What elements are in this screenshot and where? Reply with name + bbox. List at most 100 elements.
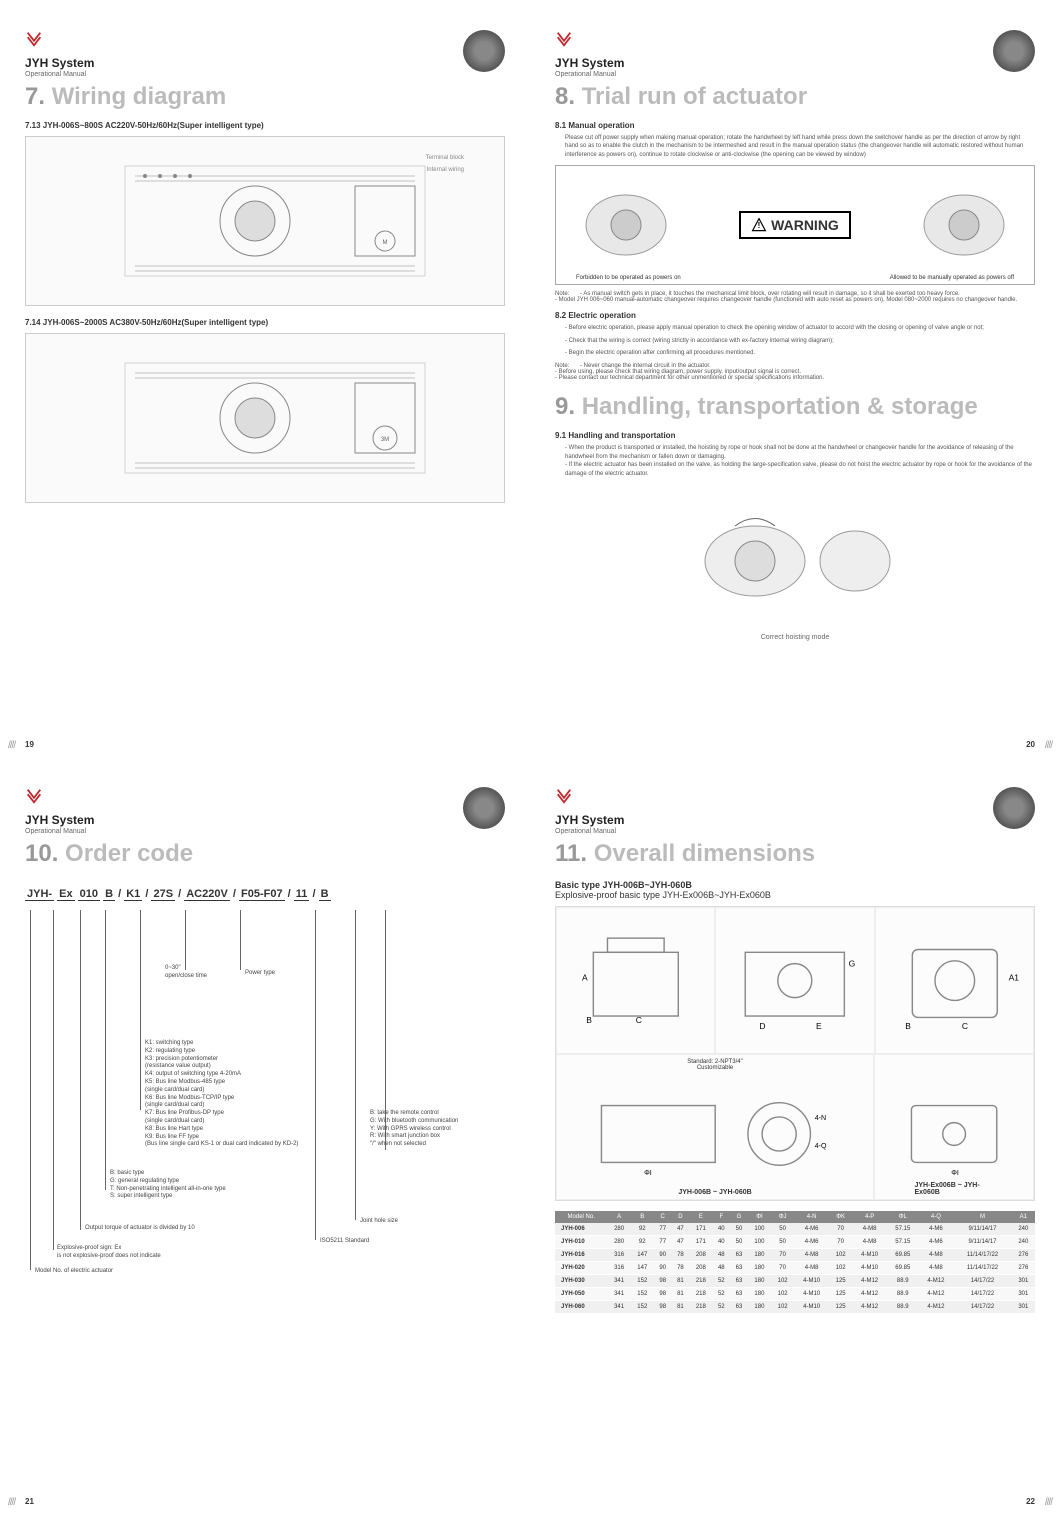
table-cell: 69.85 (887, 1262, 918, 1275)
table-cell: JYH-016 (555, 1249, 607, 1262)
table-header-row: Model No.ABCDEFGΦIΦJ4-NΦK4-PΦL4-QMA1 (555, 1211, 1035, 1223)
table-cell: 316 (607, 1249, 630, 1262)
table-cell: 218 (689, 1288, 712, 1301)
table-cell: 152 (631, 1275, 654, 1288)
table-cell: 92 (631, 1236, 654, 1249)
body-8-2c: - Begin the electric operation after con… (555, 349, 1035, 357)
section-title-10: 10. Order code (25, 840, 505, 868)
section-text: Trial run of actuator (582, 83, 807, 110)
page-21: JYH System Operational Manual 10. Order … (0, 757, 530, 1514)
drawing-caption-right: JYH-Ex006B ~ JYH-Ex060B (915, 1182, 994, 1196)
table-cell: 63 (730, 1275, 748, 1288)
drawing-bottom-ex: ΦI JYH-Ex006B ~ JYH-Ex060B (874, 1054, 1034, 1201)
order-part: AC220V (184, 888, 230, 901)
table-cell: 4-M12 (852, 1275, 887, 1288)
brand-name: JYH System (555, 56, 624, 70)
spread-2: JYH System Operational Manual 10. Order … (0, 757, 1060, 1514)
table-cell: 100 (748, 1223, 771, 1236)
table-cell: 171 (689, 1236, 712, 1249)
arrow-down-icon (555, 30, 573, 48)
table-cell: 9/11/14/17 (953, 1236, 1011, 1249)
table-cell: 100 (748, 1236, 771, 1249)
page-header: JYH System Operational Manual (25, 30, 505, 78)
section-title: 7. Wiring diagram (25, 83, 505, 111)
table-cell: JYH-006 (555, 1223, 607, 1236)
hoisting-image (555, 486, 1035, 626)
order-part: JYH- (25, 888, 54, 901)
table-header-cell: B (631, 1211, 654, 1223)
table-cell: 208 (689, 1262, 712, 1275)
diagram-label-terminal: Terminal block (426, 155, 464, 161)
table-cell: 52 (712, 1288, 730, 1301)
svg-text:A: A (582, 972, 588, 982)
table-row: JYH-030341152988121852631801024-M101254-… (555, 1275, 1035, 1288)
table-cell: JYH-030 (555, 1275, 607, 1288)
table-row: JYH-01631614790782084863180704-M81024-M1… (555, 1249, 1035, 1262)
order-part: B (319, 888, 331, 901)
table-cell: 280 (607, 1223, 630, 1236)
badge-icon (463, 787, 505, 829)
desc-b: B: basic type G: general regulating type… (110, 1170, 226, 1201)
diagram-label-internal: Internal wiring (427, 167, 464, 173)
brand-subtitle: Operational Manual (555, 71, 624, 78)
hatch-mark: //// (8, 740, 15, 751)
table-cell: 4-M10 (794, 1275, 829, 1288)
section-title-8: 8. Trial run of actuator (555, 83, 1035, 111)
page-header: JYH System Operational Manual (555, 30, 1035, 78)
table-cell: 4-M8 (794, 1262, 829, 1275)
table-cell: 301 (1012, 1301, 1035, 1314)
arrow-down-icon (25, 30, 43, 48)
table-cell: 90 (654, 1262, 672, 1275)
dimensions-table: Model No.ABCDEFGΦIΦJ4-NΦK4-PΦL4-QMA1 JYH… (555, 1211, 1035, 1314)
table-cell: 4-M12 (919, 1301, 954, 1314)
brand-name: JYH System (25, 56, 94, 70)
svg-text:!: ! (758, 221, 761, 230)
table-cell: 316 (607, 1262, 630, 1275)
table-header-cell: 4-Q (919, 1211, 954, 1223)
table-cell: 4-M8 (794, 1249, 829, 1262)
table-cell: 50 (771, 1236, 794, 1249)
table-cell: 63 (730, 1249, 748, 1262)
table-cell: 208 (689, 1249, 712, 1262)
table-header-cell: 4-N (794, 1211, 829, 1223)
section-number: 7. (25, 83, 45, 110)
page-19: JYH System Operational Manual 7. Wiring … (0, 0, 530, 757)
section-text: Overall dimensions (594, 840, 815, 867)
table-header-cell: A (607, 1211, 630, 1223)
header-left: JYH System Operational Manual (555, 787, 624, 835)
order-part: K1 (124, 888, 142, 901)
hatch-mark: //// (8, 1497, 15, 1508)
table-header-cell: D (672, 1211, 690, 1223)
warning-caption-right: Allowed to be manually operated as power… (890, 275, 1014, 281)
svg-text:B: B (586, 1015, 592, 1025)
desc-torque: Output torque of actuator is divided by … (85, 1225, 195, 1233)
svg-text:3M: 3M (381, 437, 389, 443)
svg-text:A1: A1 (1008, 972, 1019, 982)
svg-text:ΦI: ΦI (644, 1169, 652, 1177)
dim-header-2: Explosive-proof basic type JYH-Ex006B~JY… (555, 890, 771, 900)
table-cell: 88.9 (887, 1275, 918, 1288)
table-cell: 147 (631, 1262, 654, 1275)
table-cell: 48 (712, 1262, 730, 1275)
brand-name: JYH System (25, 813, 94, 827)
drawing-front: BCA (556, 907, 715, 1054)
table-cell: 240 (1012, 1236, 1035, 1249)
body-8-1: Please cut off power supply when making … (555, 134, 1035, 159)
table-cell: 70 (771, 1249, 794, 1262)
section-number: 10. (25, 840, 58, 867)
svg-text:G: G (849, 958, 856, 968)
table-cell: 47 (672, 1223, 690, 1236)
table-cell: 81 (672, 1288, 690, 1301)
table-cell: 48 (712, 1249, 730, 1262)
page-number: 20 (1026, 740, 1035, 749)
page-number: 22 (1026, 1497, 1035, 1506)
table-cell: 57.15 (887, 1236, 918, 1249)
section-text: Handling, transportation & storage (582, 393, 978, 420)
brand-subtitle: Operational Manual (555, 828, 624, 835)
dim-header-1: Basic type JYH-006B~JYH-060B (555, 880, 692, 890)
table-header-cell: A1 (1012, 1211, 1035, 1223)
table-cell: 276 (1012, 1262, 1035, 1275)
svg-text:M: M (383, 240, 388, 246)
brand-subtitle: Operational Manual (25, 828, 94, 835)
table-cell: 301 (1012, 1275, 1035, 1288)
